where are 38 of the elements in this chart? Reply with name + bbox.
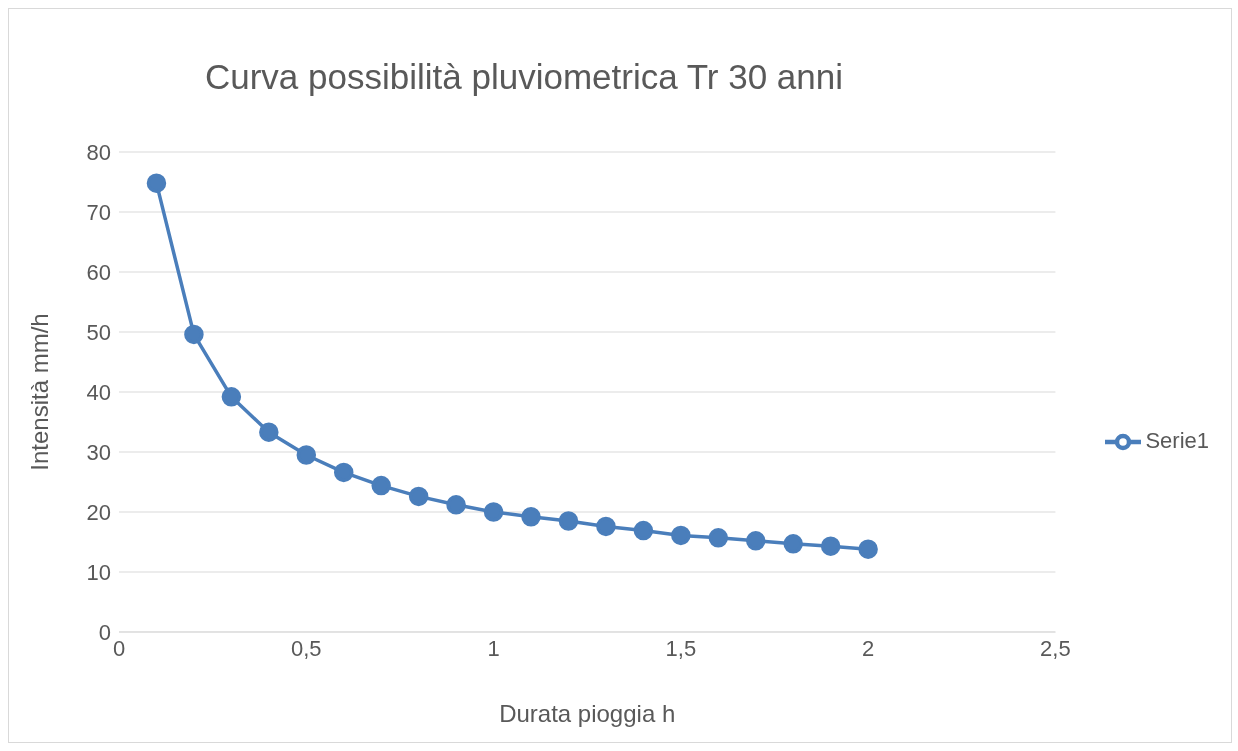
- x-tick-label: 2: [862, 635, 875, 661]
- point: [259, 422, 279, 442]
- point: [446, 495, 466, 515]
- y-tick-label: 30: [86, 439, 111, 465]
- point: [221, 387, 242, 407]
- legend-label: Serie1: [1145, 427, 1209, 453]
- point: [146, 173, 167, 193]
- point: [558, 511, 579, 531]
- point: [408, 486, 429, 507]
- x-tick-label: 1,5: [665, 635, 697, 661]
- y-tick-label: 70: [86, 199, 111, 225]
- point: [483, 502, 504, 522]
- chart-title: Curva possibilità pluviometrica Tr 30 anni: [203, 57, 845, 97]
- y-tick-label: 40: [86, 379, 111, 405]
- point: [333, 462, 354, 483]
- x-tick-label: 2,5: [1040, 635, 1071, 661]
- x-axis-title: Durata pioggia h: [499, 700, 676, 727]
- y-tick-label: 0: [98, 619, 111, 645]
- point: [783, 534, 803, 554]
- y-tick-label: 80: [86, 139, 111, 165]
- x-tick-label: 1: [487, 635, 500, 661]
- point: [371, 475, 391, 496]
- point: [521, 507, 541, 527]
- point: [746, 531, 766, 551]
- point: [296, 445, 317, 465]
- y-tick-label: 10: [86, 559, 111, 585]
- x-tick-label: 0,5: [290, 635, 322, 661]
- point: [708, 528, 729, 548]
- point: [671, 525, 691, 546]
- y-tick-label: 50: [86, 319, 111, 345]
- y-tick-label: 60: [86, 259, 111, 285]
- point: [596, 516, 616, 537]
- point: [820, 536, 841, 556]
- y-axis-title: Intensità mm/h: [25, 313, 53, 471]
- point: [633, 520, 654, 541]
- point: [858, 539, 878, 559]
- point: [184, 324, 204, 345]
- y-tick-label: 20: [86, 499, 111, 525]
